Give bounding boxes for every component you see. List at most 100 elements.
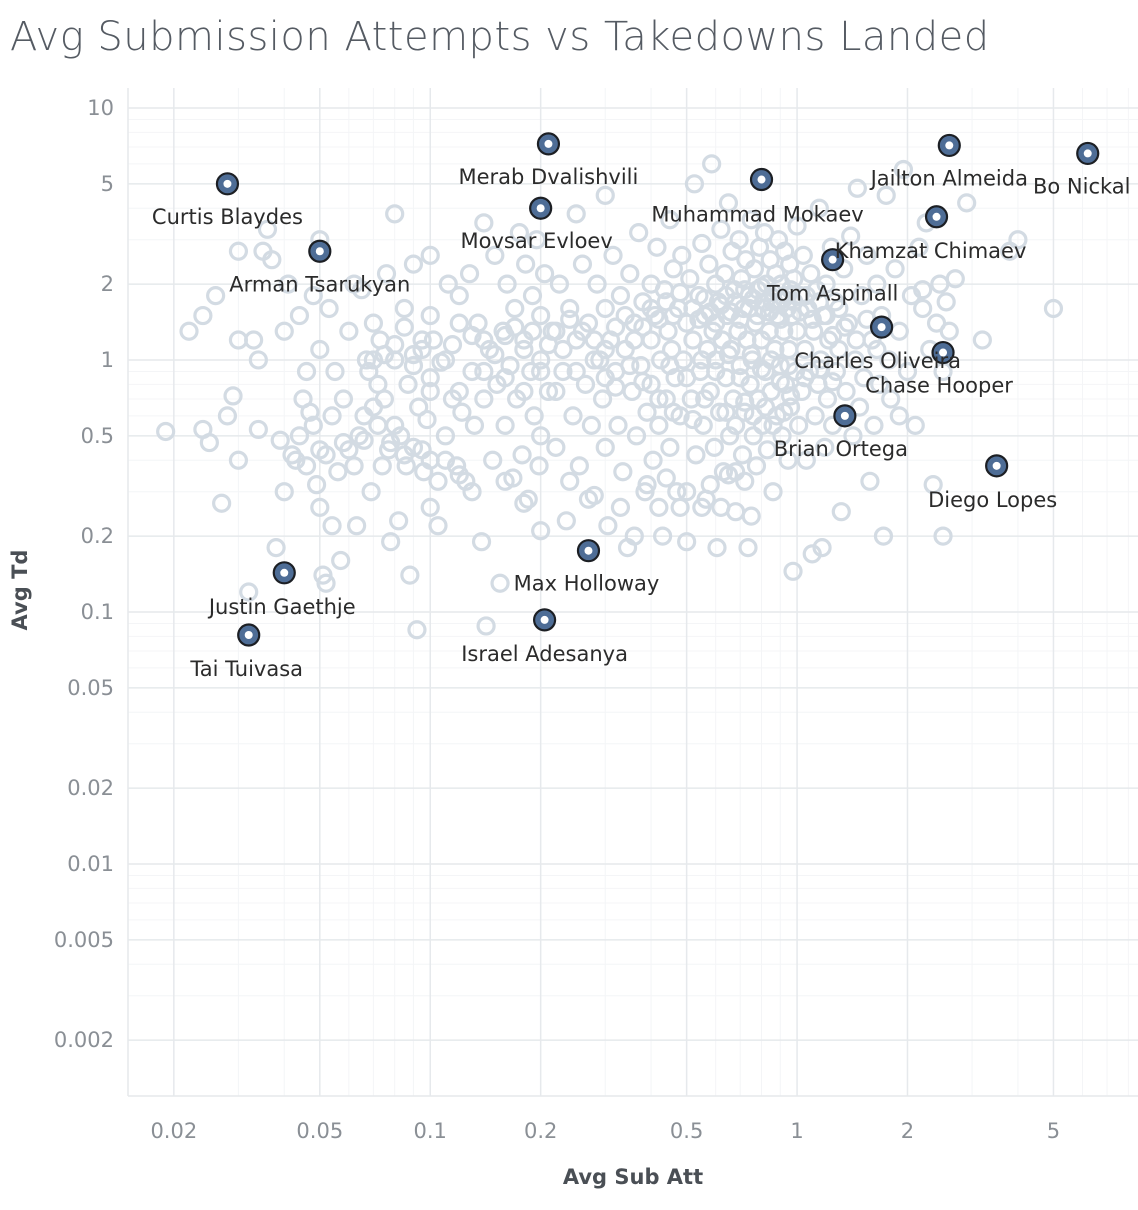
background-point: [838, 313, 858, 333]
background-point: [412, 330, 432, 350]
background-point: [711, 219, 731, 239]
background-point: [352, 280, 372, 300]
background-point: [610, 497, 631, 517]
point-label: Jailton Almeida: [869, 166, 1028, 190]
highlighted-point-center: [536, 204, 545, 213]
background-point: [248, 350, 268, 370]
background-point: [319, 298, 339, 319]
background-point: [684, 174, 705, 194]
background-point: [1008, 230, 1028, 250]
background-point: [605, 377, 626, 397]
background-point: [420, 245, 440, 265]
background-point: [563, 406, 583, 426]
background-point: [608, 415, 628, 435]
highlighted-point-center: [932, 212, 941, 221]
background-point: [495, 471, 515, 491]
point-label: Chase Hooper: [865, 374, 1013, 398]
background-point: [361, 482, 381, 502]
background-point: [286, 450, 306, 470]
background-point: [590, 350, 610, 370]
background-point: [531, 521, 551, 541]
background-point: [923, 475, 943, 495]
background-point: [867, 339, 887, 360]
background-point: [531, 305, 551, 326]
background-point: [957, 193, 977, 213]
y-tick-label: 0.1: [81, 600, 114, 624]
background-point: [316, 573, 336, 593]
background-point: [509, 223, 529, 243]
background-point: [274, 482, 294, 502]
highlighted-point-center: [877, 323, 886, 332]
background-point: [663, 305, 683, 326]
background-point: [449, 465, 469, 485]
background-point: [595, 368, 615, 388]
y-axis-label: Avg Td: [8, 549, 32, 631]
background-point: [889, 406, 909, 426]
background-point: [497, 274, 517, 294]
background-point: [549, 274, 570, 294]
background-point: [744, 259, 764, 279]
background-point: [746, 456, 767, 476]
y-tick-label: 0.2: [81, 524, 114, 548]
background-point: [381, 532, 401, 552]
point-labels: Curtis Blaydes Arman Tsarukyan Merab Dvali…: [152, 165, 1131, 681]
background-point: [310, 339, 330, 360]
chart-title: Avg Submission Attempts vs Takedowns Lan…: [10, 14, 990, 60]
background-point: [420, 305, 440, 326]
background-point: [843, 426, 863, 446]
background-point: [356, 350, 377, 370]
background-point: [743, 406, 763, 426]
background-point: [809, 359, 829, 379]
y-tick-label: 10: [87, 96, 114, 120]
background-point: [464, 415, 485, 435]
highlighted-point: [237, 623, 261, 647]
background-point: [831, 502, 851, 522]
background-point: [322, 516, 342, 536]
background-point: [629, 223, 649, 243]
point-label: Charles Oliveira: [794, 349, 961, 373]
background-point: [471, 532, 492, 552]
background-point: [823, 372, 843, 392]
background-point: [795, 368, 815, 388]
background-point: [729, 230, 749, 250]
background-point: [885, 259, 905, 279]
background-point: [707, 538, 727, 558]
background-point: [566, 204, 586, 224]
background-point: [718, 345, 739, 365]
background-point: [300, 402, 320, 422]
background-point: [692, 350, 712, 370]
background-point: [613, 462, 633, 482]
background-point: [693, 415, 713, 435]
background-point: [296, 361, 317, 382]
background-point: [660, 355, 680, 376]
background-point: [852, 286, 872, 306]
point-label: Israel Adesanya: [461, 642, 628, 666]
highlighted-point-center: [939, 348, 948, 357]
background-point: [505, 317, 525, 337]
background-point: [349, 426, 369, 446]
highlighted-point: [833, 404, 857, 428]
background-point: [274, 321, 294, 341]
background-point: [783, 561, 803, 581]
highlighted-point-center: [1083, 149, 1092, 158]
x-tick-label: 5: [1047, 1119, 1060, 1143]
background-point: [766, 264, 786, 284]
background-point: [516, 254, 536, 274]
background-point: [527, 230, 547, 250]
background-point: [239, 582, 259, 602]
background-point: [396, 456, 416, 476]
background-point: [615, 339, 635, 360]
point-label: Bo Nickal: [1033, 174, 1131, 198]
x-tick-label: 0.5: [670, 1119, 703, 1143]
background-point: [553, 361, 573, 382]
point-label: Muhammad Mokaev: [651, 203, 863, 227]
background-point: [522, 286, 543, 306]
background-point: [560, 298, 580, 319]
background-point: [686, 445, 706, 465]
background-point: [495, 415, 515, 435]
background-point: [474, 361, 494, 382]
highlighted-point: [985, 454, 1009, 478]
background-point: [738, 538, 758, 558]
background-point: [829, 298, 849, 319]
highlighted-point-center: [757, 175, 766, 184]
